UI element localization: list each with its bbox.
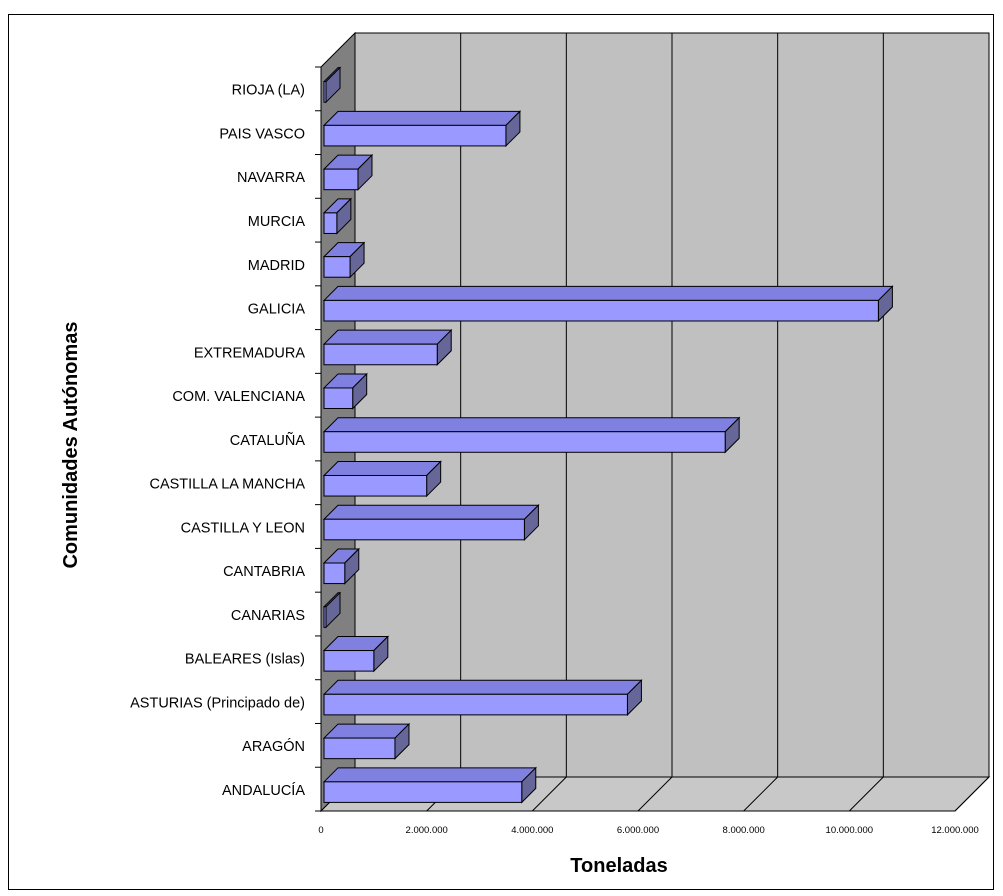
bar (322, 722, 411, 760)
bar-top (322, 723, 411, 739)
category-label: ARAGÓN (242, 738, 305, 755)
bar-front (323, 124, 507, 147)
x-tick-label: 6.000.000 (617, 825, 659, 836)
x-tick-label: 4.000.000 (511, 825, 553, 836)
bar (322, 285, 894, 323)
category-label: MURCIA (248, 214, 306, 230)
category-label: BALEARES (Islas) (185, 652, 305, 668)
bar-top (322, 679, 643, 695)
y-axis-title: Comunidades Autónomas (60, 321, 82, 568)
bar-front (323, 431, 726, 453)
gridline-floor (531, 776, 567, 812)
bar (322, 547, 360, 585)
bar (322, 66, 342, 104)
category-label: GALICIA (248, 302, 306, 318)
bar (322, 241, 366, 279)
bar (322, 197, 353, 235)
x-tick-label: 10.000.000 (826, 825, 874, 836)
bar-front (323, 81, 327, 103)
bar (322, 635, 390, 673)
bar (322, 460, 442, 498)
bar-front (323, 781, 523, 803)
category-label: CANTABRIA (223, 564, 305, 580)
category-label: ASTURIAS (Principado de) (130, 695, 305, 711)
bar-top (322, 417, 741, 433)
bar-front (323, 737, 396, 760)
gridline-floor (954, 776, 990, 812)
category-label: NAVARRA (237, 170, 305, 186)
category-label: RIOJA (LA) (232, 83, 305, 99)
bar-front (323, 562, 346, 585)
bar-front (323, 299, 879, 322)
bar-top (322, 329, 453, 345)
category-label: CATALUÑA (230, 432, 306, 449)
category-label: MADRID (248, 258, 305, 274)
gridline-floor (743, 776, 779, 812)
x-tick-label: 12.000.000 (931, 825, 979, 836)
bar (322, 766, 537, 804)
category-label: EXTREMADURA (194, 345, 306, 361)
bar-front (323, 212, 338, 234)
bar-top (322, 504, 540, 520)
bar-top (322, 285, 894, 301)
category-label: PAIS VASCO (219, 126, 305, 142)
bar-front (323, 387, 354, 410)
x-axis-title: Toneladas (570, 855, 667, 877)
bar (322, 504, 540, 542)
category-label: CANARIAS (231, 608, 305, 624)
bar (322, 679, 643, 717)
category-label: ANDALUCÍA (222, 782, 305, 799)
bar-front (323, 693, 628, 716)
bar (322, 372, 368, 410)
gridline-floor (848, 776, 884, 812)
chart-frame: RIOJA (LA) PAIS VASCO NAVARRA MURCIA MADRID G… (8, 14, 994, 890)
bar-top (322, 767, 537, 783)
bar (322, 416, 741, 454)
bar (322, 153, 374, 191)
category-label: CASTILLA LA MANCHA (149, 477, 305, 493)
bar-top (322, 110, 522, 126)
x-tick-label: 0 (318, 825, 323, 836)
bar-top (322, 460, 442, 476)
x-tick-label: 2.000.000 (406, 825, 448, 836)
bar-front (323, 606, 327, 628)
bar-front (323, 343, 438, 366)
category-label: COM. VALENCIANA (172, 389, 305, 405)
bar-front (323, 518, 525, 541)
bar-front (323, 168, 359, 191)
bar-front (323, 474, 428, 497)
bar-chart: RIOJA (LA) PAIS VASCO NAVARRA MURCIA MADRID G… (60, 31, 991, 877)
bar-front (323, 256, 351, 278)
category-label: CASTILLA Y LEON (181, 520, 305, 536)
bar (322, 591, 342, 629)
gridline-floor (637, 776, 673, 812)
bar (322, 328, 453, 366)
bar (322, 110, 522, 148)
x-tick-label: 8.000.000 (723, 825, 765, 836)
bar-front (323, 650, 375, 672)
